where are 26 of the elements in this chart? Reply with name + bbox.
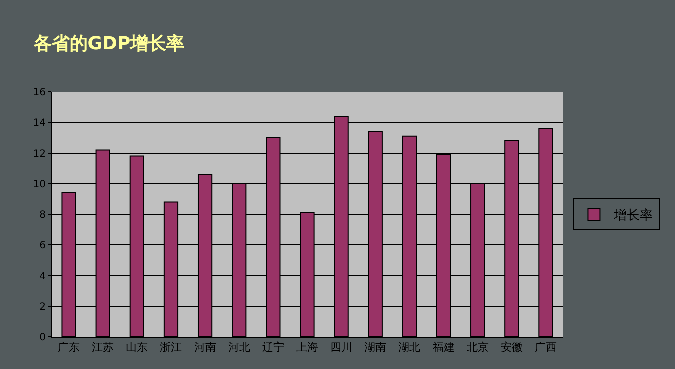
x-tick-label: 四川 [330,341,353,354]
y-tick-label: 12 [33,148,46,160]
chart-title: 各省的GDP增长率 [32,34,185,54]
legend-label: 增长率 [613,208,654,224]
y-tick-label: 4 [40,271,46,282]
x-tick-label: 广西 [534,341,557,354]
x-tick-label: 湖南 [364,341,387,354]
x-tick-label: 广东 [58,341,80,354]
x-tick-label: 河南 [194,341,216,354]
y-tick-label: 0 [40,332,46,344]
y-tick-label: 16 [33,88,46,98]
x-tick-label: 安徽 [500,341,523,354]
y-tick-label: 14 [33,118,46,130]
y-tick-label: 10 [33,179,46,190]
x-tick-label: 江苏 [92,341,114,354]
x-tick-label: 福建 [432,341,455,354]
y-tick-label: 8 [40,210,46,221]
x-tick-label: 北京 [466,341,489,354]
x-tick-label: 河北 [228,341,250,354]
x-tick-label: 山东 [126,341,148,354]
y-tick-label: 2 [40,302,46,313]
y-tick-label: 6 [40,240,46,252]
x-tick-label: 辽宁 [262,341,284,354]
x-tick-label: 浙江 [160,341,182,354]
x-tick-label: 上海 [296,341,318,354]
x-tick-label: 湖北 [398,341,421,354]
